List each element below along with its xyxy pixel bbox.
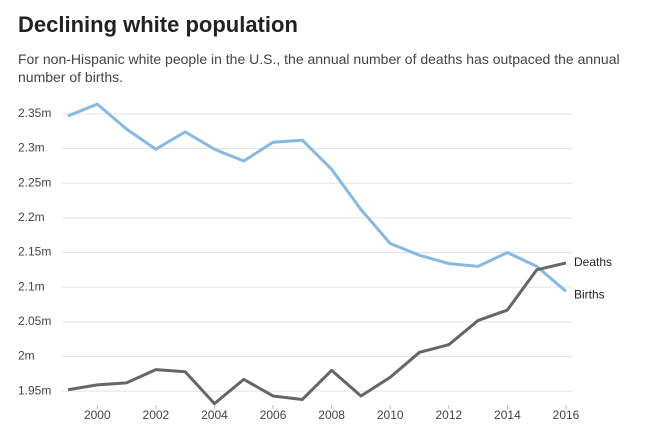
- series-line: [67, 261, 567, 406]
- x-tick-label: 2002: [143, 408, 170, 422]
- x-tick-label: 2000: [84, 408, 111, 422]
- y-tick-label: 2.05m: [18, 314, 51, 328]
- chart-title: Declining white population: [18, 12, 298, 37]
- series-label: Births: [574, 287, 605, 301]
- y-tick-label: 1.95m: [18, 383, 51, 397]
- series-label: Deaths: [574, 255, 612, 269]
- x-tick-label: 2006: [260, 408, 287, 422]
- x-tick-label: 2004: [201, 408, 228, 422]
- chart-subtitle: For non-Hispanic white people in the U.S…: [18, 51, 620, 85]
- y-tick-label: 2.3m: [18, 141, 45, 155]
- y-tick-label: 2.15m: [18, 245, 51, 259]
- y-tick-label: 2.35m: [18, 106, 51, 120]
- x-tick-label: 2014: [494, 408, 521, 422]
- x-tick-label: 2010: [377, 408, 404, 422]
- x-tick-label: 2016: [553, 408, 580, 422]
- x-tick-label: 2012: [435, 408, 462, 422]
- y-tick-label: 2.25m: [18, 175, 51, 189]
- series-line: [67, 102, 567, 293]
- x-tick-label: 2008: [318, 408, 345, 422]
- y-tick-label: 2.2m: [18, 210, 45, 224]
- y-tick-label: 2.1m: [18, 279, 45, 293]
- y-tick-label: 2m: [18, 349, 35, 363]
